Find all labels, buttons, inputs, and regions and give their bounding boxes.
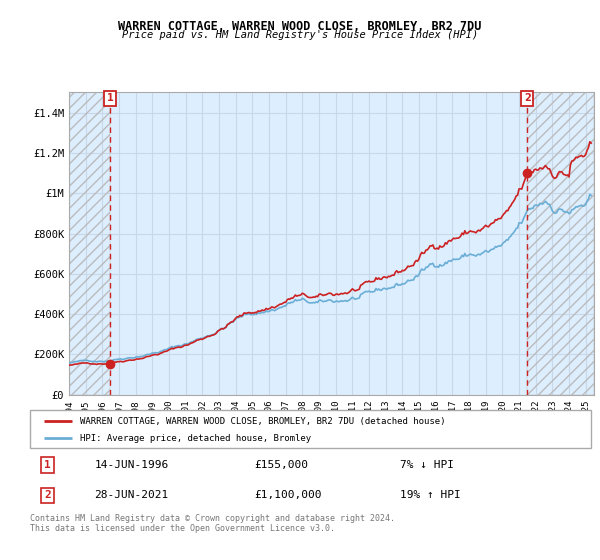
Text: 1: 1	[106, 94, 113, 104]
Text: 14-JUN-1996: 14-JUN-1996	[95, 460, 169, 470]
Text: 19% ↑ HPI: 19% ↑ HPI	[400, 491, 461, 501]
Text: 1: 1	[44, 460, 51, 470]
Text: 28-JUN-2021: 28-JUN-2021	[95, 491, 169, 501]
Text: 7% ↓ HPI: 7% ↓ HPI	[400, 460, 454, 470]
Text: WARREN COTTAGE, WARREN WOOD CLOSE, BROMLEY, BR2 7DU: WARREN COTTAGE, WARREN WOOD CLOSE, BROML…	[118, 20, 482, 32]
Text: HPI: Average price, detached house, Bromley: HPI: Average price, detached house, Brom…	[80, 435, 311, 444]
Text: 2: 2	[524, 94, 530, 104]
Text: WARREN COTTAGE, WARREN WOOD CLOSE, BROMLEY, BR2 7DU (detached house): WARREN COTTAGE, WARREN WOOD CLOSE, BROML…	[80, 417, 446, 426]
Bar	[69, 92, 110, 395]
Text: Price paid vs. HM Land Registry's House Price Index (HPI): Price paid vs. HM Land Registry's House …	[122, 30, 478, 40]
Text: 2: 2	[44, 491, 51, 501]
Text: £155,000: £155,000	[254, 460, 308, 470]
FancyBboxPatch shape	[30, 410, 591, 448]
Text: Contains HM Land Registry data © Crown copyright and database right 2024.
This d: Contains HM Land Registry data © Crown c…	[30, 514, 395, 534]
Text: £1,100,000: £1,100,000	[254, 491, 322, 501]
